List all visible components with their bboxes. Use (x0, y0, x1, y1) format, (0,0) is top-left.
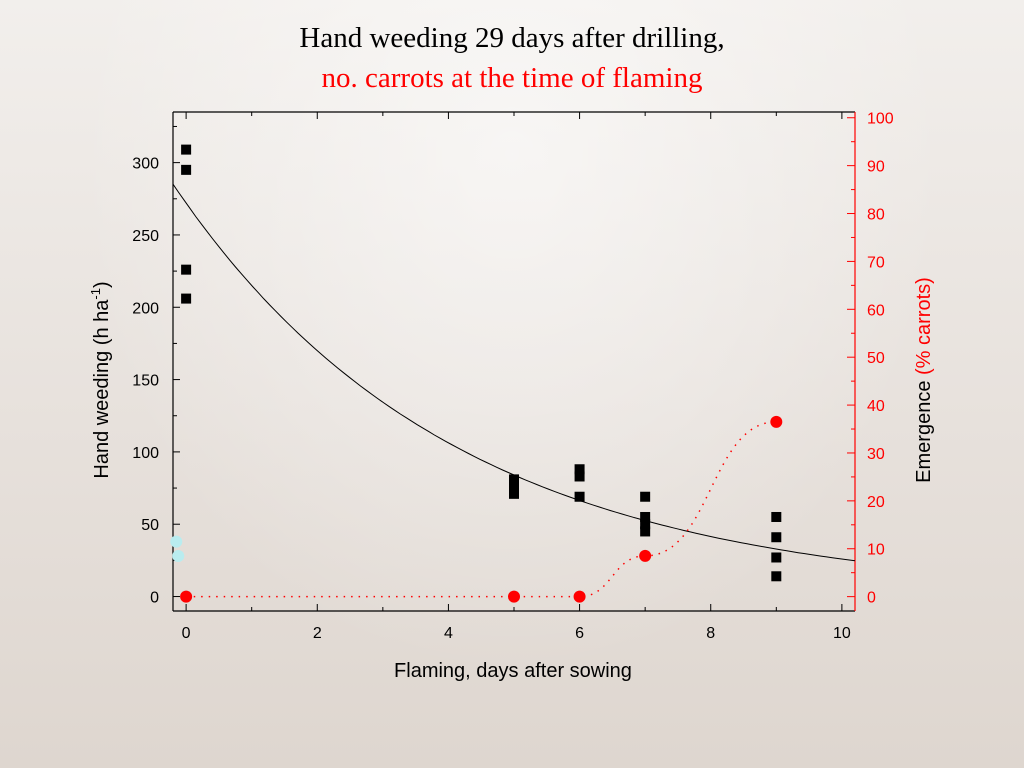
x-tick-label: 10 (833, 625, 851, 642)
y-tick-label: 50 (141, 517, 159, 534)
hand-weeding-point (181, 293, 192, 304)
y2-axis: 0 10 20 30 40 50 60 70 80 90 100 (847, 111, 894, 607)
faded-point (172, 550, 185, 563)
y2-axis-label-black: Emergence (913, 375, 935, 483)
y-axis-label-close: ) (91, 281, 113, 288)
hand-weeding-point (181, 264, 192, 275)
y2-axis-label-red: (% carrots) (913, 277, 935, 375)
emergence-point (573, 590, 586, 603)
hand-weeding-point (509, 474, 519, 485)
series-layer (170, 144, 783, 603)
hand-weeding-point (181, 144, 192, 155)
x-axis-label: Flaming, days after sowing (394, 660, 632, 682)
y2-tick-label: 0 (867, 590, 876, 607)
hand-weeding-point (574, 471, 585, 482)
plot-frame (172, 111, 856, 612)
chart-title: Hand weeding 29 days after drilling, (299, 22, 725, 54)
y-axis-label-superscript: -1 (88, 288, 103, 300)
hand-weeding-point (509, 481, 519, 492)
hand-weeding-point (640, 526, 651, 537)
y2-tick-label: 100 (867, 111, 894, 128)
faded-point (170, 535, 183, 548)
x-tick-label: 8 (706, 625, 715, 642)
x-tick-label: 0 (182, 625, 191, 642)
hand-weeding-point (640, 491, 651, 502)
x-tick-label: 2 (313, 625, 322, 642)
hand-weeding-point (640, 511, 651, 522)
hand-weeding-point (181, 164, 192, 175)
y2-tick-label: 50 (867, 350, 885, 367)
x-tick-label: 6 (575, 625, 584, 642)
hand-weeding-point (771, 552, 782, 563)
y2-tick-label: 30 (867, 446, 885, 463)
y2-tick-label: 80 (867, 207, 885, 224)
x-axis: 0 2 4 6 8 10 (182, 112, 851, 642)
emergence-point (180, 590, 193, 603)
hand-weeding-point (574, 491, 585, 502)
emergence-point (770, 415, 783, 428)
hand-weeding-point (771, 532, 782, 543)
emergence-point (508, 590, 520, 603)
emergence-point (639, 549, 652, 562)
emergence-line (186, 421, 777, 598)
fit-curve-layer (172, 183, 856, 562)
hand-weeding-point (771, 511, 782, 522)
y-tick-label: 100 (132, 445, 159, 462)
y2-tick-label: 40 (867, 398, 885, 415)
y2-tick-label: 20 (867, 494, 885, 511)
y-tick-label: 200 (132, 300, 159, 317)
y-axis-label-main: Hand weeding (h ha (91, 299, 113, 479)
fit-curve (172, 183, 856, 562)
y-tick-label: 250 (132, 228, 159, 245)
y2-tick-label: 10 (867, 542, 885, 559)
y2-axis-label: Emergence (% carrots) (913, 277, 935, 483)
y-tick-label: 150 (132, 373, 159, 390)
y2-tick-label: 90 (867, 159, 885, 176)
y-tick-label: 300 (132, 156, 159, 173)
chart-subtitle: no. carrots at the time of flaming (321, 62, 703, 94)
hand-weeding-point (771, 571, 782, 582)
y-axis-label: Hand weeding (h ha-1) (88, 281, 113, 478)
y-tick-label: 0 (150, 590, 159, 607)
hand-weeding-point (574, 464, 585, 475)
hand-weeding-point (509, 488, 519, 499)
x-tick-label: 4 (444, 625, 453, 642)
y2-tick-label: 60 (867, 302, 885, 319)
y2-tick-label: 70 (867, 254, 885, 271)
y-axis: 0 50 100 150 200 250 300 (132, 125, 180, 607)
hand-weeding-point (640, 519, 651, 530)
